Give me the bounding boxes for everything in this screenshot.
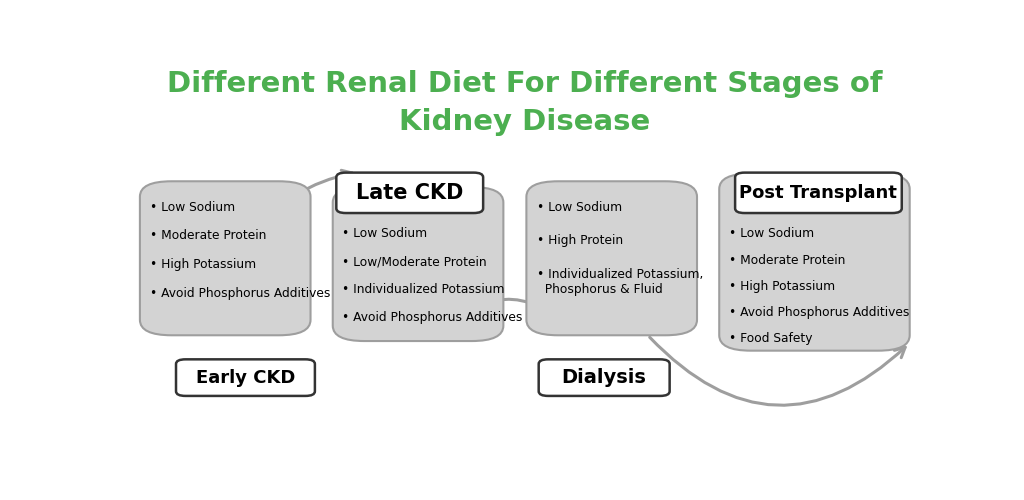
- Text: • Avoid Phosphorus Additives: • Avoid Phosphorus Additives: [342, 310, 522, 324]
- Text: • Individualized Potassium,
  Phosphorus & Fluid: • Individualized Potassium, Phosphorus &…: [537, 268, 703, 296]
- Text: Early CKD: Early CKD: [196, 368, 295, 386]
- Text: Dialysis: Dialysis: [562, 368, 646, 387]
- Text: • Moderate Protein: • Moderate Protein: [729, 254, 845, 266]
- Text: • Moderate Protein: • Moderate Protein: [151, 230, 266, 242]
- Text: Late CKD: Late CKD: [356, 183, 464, 203]
- Text: • Low Sodium: • Low Sodium: [729, 228, 814, 240]
- FancyBboxPatch shape: [735, 172, 902, 213]
- FancyBboxPatch shape: [539, 360, 670, 396]
- Text: • Low Sodium: • Low Sodium: [537, 200, 622, 213]
- FancyBboxPatch shape: [140, 182, 310, 336]
- Text: • High Potassium: • High Potassium: [729, 280, 835, 293]
- FancyBboxPatch shape: [336, 172, 483, 213]
- Text: Post Transplant: Post Transplant: [739, 184, 897, 202]
- Text: • High Protein: • High Protein: [537, 234, 623, 248]
- Text: • Avoid Phosphorus Additives: • Avoid Phosphorus Additives: [151, 287, 331, 300]
- Text: • Individualized Potassium: • Individualized Potassium: [342, 283, 505, 296]
- FancyBboxPatch shape: [719, 174, 909, 350]
- Text: • Food Safety: • Food Safety: [729, 332, 812, 345]
- Text: Different Renal Diet For Different Stages of
Kidney Disease: Different Renal Diet For Different Stage…: [167, 70, 883, 136]
- Text: • Low Sodium: • Low Sodium: [151, 200, 236, 213]
- FancyBboxPatch shape: [176, 360, 315, 396]
- FancyBboxPatch shape: [526, 182, 697, 336]
- Text: • Low Sodium: • Low Sodium: [342, 228, 427, 240]
- Text: • Low/Moderate Protein: • Low/Moderate Protein: [342, 255, 486, 268]
- FancyBboxPatch shape: [333, 187, 504, 341]
- Text: • Avoid Phosphorus Additives: • Avoid Phosphorus Additives: [729, 306, 909, 319]
- Text: • High Potassium: • High Potassium: [151, 258, 256, 272]
